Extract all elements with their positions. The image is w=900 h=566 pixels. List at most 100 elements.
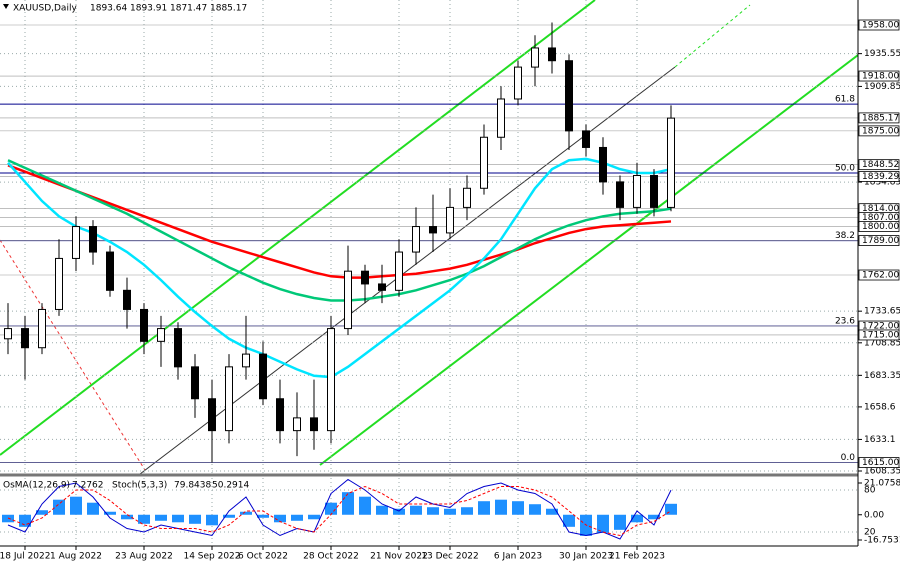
candle-body bbox=[140, 308, 148, 342]
osma-bar bbox=[648, 514, 660, 520]
osma-bar bbox=[223, 514, 235, 518]
y-tick-label: 1633.1 bbox=[864, 435, 896, 445]
fib-label: 23.6 bbox=[835, 317, 855, 327]
level-box bbox=[858, 159, 900, 171]
osma-bar bbox=[512, 501, 524, 515]
trend-line bbox=[0, 239, 146, 471]
osma-bar bbox=[121, 514, 133, 520]
x-tick-label: 1 Aug 2022 bbox=[50, 552, 102, 562]
channel-lower bbox=[319, 54, 858, 466]
fib-label: 61.8 bbox=[835, 95, 855, 105]
channel-extension bbox=[674, 4, 751, 68]
menu-icon[interactable] bbox=[3, 4, 9, 9]
candle-body bbox=[667, 117, 675, 208]
y-tick-label: 1834.85 bbox=[864, 178, 900, 188]
osma-bar bbox=[376, 505, 388, 515]
candle-body bbox=[429, 226, 437, 234]
x-tick-label: 23 Aug 2022 bbox=[115, 552, 173, 562]
level-label: 1885.17 bbox=[862, 113, 899, 123]
level-box bbox=[858, 70, 900, 82]
level-box bbox=[858, 125, 900, 137]
stoch-tick-label: 80 bbox=[864, 486, 876, 496]
osma-bar bbox=[206, 514, 218, 526]
channel-middle bbox=[139, 66, 676, 474]
candle-body bbox=[276, 398, 284, 432]
ohlc-high: 1893.91 bbox=[130, 4, 167, 14]
candle-body bbox=[565, 60, 573, 132]
osma-bar bbox=[291, 514, 303, 521]
osma-bar bbox=[70, 496, 82, 515]
candle-body bbox=[123, 289, 131, 310]
osma-tick-label: 0.00 bbox=[864, 510, 884, 520]
x-tick-label: 14 Sep 2022 bbox=[183, 552, 240, 562]
osma-bar bbox=[614, 514, 626, 530]
ohlc-low: 1871.47 bbox=[170, 4, 207, 14]
candle-body bbox=[4, 328, 12, 340]
x-tick-label: 6 Jan 2023 bbox=[494, 552, 542, 562]
stoch-signal bbox=[7, 485, 672, 537]
x-tick-label: 21 Feb 2023 bbox=[609, 552, 665, 562]
stoch-main bbox=[7, 478, 672, 540]
candle-body bbox=[89, 226, 97, 253]
candle-body bbox=[310, 417, 318, 432]
osma-bar bbox=[546, 508, 558, 515]
level-box bbox=[858, 329, 900, 341]
ohlc-close: 1885.17 bbox=[210, 4, 247, 14]
level-label: 1800.00 bbox=[862, 222, 899, 232]
osma-bar bbox=[172, 514, 184, 523]
candle-body bbox=[378, 283, 386, 291]
osma-bar bbox=[665, 503, 677, 515]
y-tick-label: 1909.85 bbox=[864, 82, 900, 92]
fib-label: 50.0 bbox=[835, 163, 855, 173]
moving-average bbox=[7, 164, 672, 279]
osma-bar bbox=[597, 514, 609, 533]
osma-bar bbox=[563, 514, 575, 527]
osma-bar bbox=[257, 514, 269, 518]
osma-bar bbox=[631, 514, 643, 523]
stoch-main-last: 79.8438 bbox=[174, 481, 211, 491]
stoch-label: Stoch(5,3,3) bbox=[112, 481, 167, 491]
candle-body bbox=[191, 366, 199, 400]
osma-bar bbox=[325, 502, 337, 515]
level-label: 1918.00 bbox=[862, 72, 899, 82]
fib-label: 0.0 bbox=[841, 453, 856, 463]
osma-bar bbox=[189, 514, 201, 524]
level-label: 1848.52 bbox=[862, 160, 899, 170]
osma-bar bbox=[427, 507, 439, 515]
level-label: 1875.00 bbox=[862, 126, 899, 136]
level-box bbox=[858, 221, 900, 232]
candle-body bbox=[480, 136, 488, 189]
candle-body bbox=[531, 47, 539, 68]
level-box bbox=[858, 19, 900, 31]
candle-body bbox=[344, 270, 352, 330]
candle-body bbox=[259, 353, 267, 400]
candle-body bbox=[208, 398, 216, 432]
main-plot bbox=[0, 0, 858, 474]
level-label: 1789.00 bbox=[862, 236, 899, 246]
y-tick-label: 1935.55 bbox=[864, 49, 900, 59]
y-tick-label: 1708.85 bbox=[864, 338, 900, 348]
candle-body bbox=[72, 226, 80, 259]
x-tick-label: 30 Jan 2023 bbox=[559, 552, 613, 562]
candle-body bbox=[412, 226, 420, 253]
y-tick-label: 1608.35 bbox=[864, 467, 900, 477]
x-tick-label: 28 Oct 2022 bbox=[303, 552, 359, 562]
level-label: 1814.00 bbox=[862, 204, 899, 214]
osma-bar bbox=[87, 502, 99, 515]
candle-body bbox=[242, 353, 250, 368]
level-box bbox=[858, 235, 900, 246]
osma-bar bbox=[104, 511, 116, 515]
osma-bar bbox=[359, 496, 371, 515]
level-label: 1722.00 bbox=[862, 322, 899, 332]
level-box bbox=[858, 457, 900, 468]
candle-body bbox=[497, 98, 505, 138]
osma-bar bbox=[53, 499, 65, 515]
level-label: 1715.00 bbox=[862, 330, 899, 340]
level-box bbox=[858, 171, 900, 182]
candle-body bbox=[106, 251, 114, 291]
osma-bar bbox=[138, 514, 150, 524]
osma-bar bbox=[36, 510, 48, 515]
level-label: 1958.00 bbox=[862, 21, 899, 31]
osma-tick-label: 21.0758 bbox=[864, 479, 900, 489]
osma-bar bbox=[155, 514, 167, 521]
